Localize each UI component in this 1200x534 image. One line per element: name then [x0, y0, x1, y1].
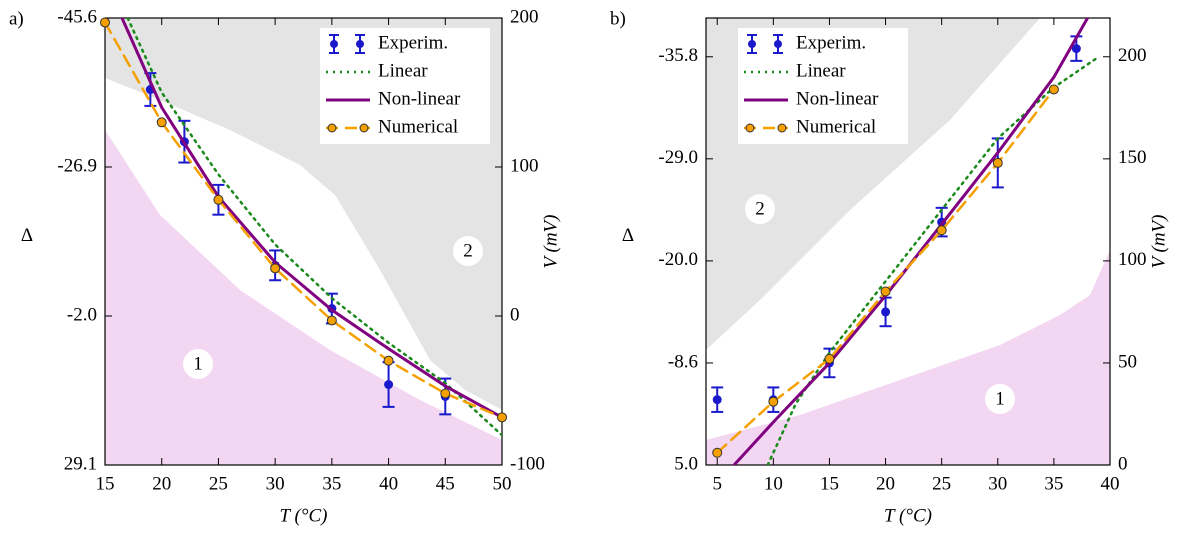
region-label: 2 [755, 198, 765, 219]
y-tick-label: -35.8 [658, 45, 698, 66]
region-badge [183, 349, 213, 379]
numerical-point [270, 263, 281, 274]
y-tick-label: 5.0 [674, 453, 698, 474]
numerical-point [440, 388, 451, 399]
legend-label: Non-linear [378, 88, 461, 109]
experim-point [881, 307, 891, 317]
numerical-point [824, 353, 835, 364]
numerical-point [156, 117, 167, 128]
y-tick-label: 29.1 [64, 453, 97, 474]
y2-tick-label: 0 [510, 304, 520, 325]
experim-point [712, 395, 722, 405]
x-tick-label: 40 [379, 473, 398, 494]
x-tick-label: 25 [209, 473, 228, 494]
region-badge [985, 384, 1015, 414]
y2-tick-label: 0 [1118, 453, 1128, 474]
legend-label: Numerical [796, 116, 876, 137]
x-tick-label: 35 [322, 473, 341, 494]
x-tick-label: 15 [96, 473, 115, 494]
y-tick-label: -26.9 [57, 155, 97, 176]
numerical-point [992, 157, 1003, 168]
x-tick-label: 25 [932, 473, 951, 494]
x-tick-label: 45 [436, 473, 455, 494]
x-tick-label: 40 [1101, 473, 1120, 494]
numerical-point [880, 286, 891, 297]
y2-tick-label: 200 [1118, 45, 1147, 66]
legend-label: Numerical [378, 116, 458, 137]
x-axis-label: T (°C) [884, 505, 932, 526]
x-tick-label: 20 [876, 473, 895, 494]
y2-axis-label: V (mV) [1148, 215, 1169, 269]
region-badge [745, 194, 775, 224]
x-tick-label: 10 [764, 473, 783, 494]
y-tick-label: -20.0 [658, 249, 698, 270]
legend-glyph [359, 123, 369, 133]
plot-frame [104, 17, 503, 466]
series-line [766, 55, 1101, 465]
region-1 [105, 130, 502, 465]
x-tick-label: 20 [152, 473, 171, 494]
y2-tick-label: 150 [1118, 147, 1147, 168]
y-axis-label: Δ [21, 225, 33, 246]
y-tick-label: -45.6 [57, 6, 97, 27]
region-label: 2 [463, 240, 473, 261]
y-tick-label: -8.6 [668, 351, 698, 372]
numerical-point [1048, 84, 1059, 95]
series-line [126, 18, 502, 437]
legend-label: Experim. [796, 32, 866, 53]
x-tick-label: 30 [266, 473, 285, 494]
legend-glyph [745, 123, 755, 133]
series-line [105, 21, 502, 419]
numerical-point [712, 447, 723, 458]
numerical-point [326, 315, 337, 326]
legend-glyph [774, 40, 782, 48]
legend-label: Non-linear [796, 88, 879, 109]
y2-tick-label: 50 [1118, 351, 1137, 372]
numerical-point [100, 17, 110, 28]
y2-tick-label: 100 [510, 155, 539, 176]
region-badge [453, 236, 483, 266]
x-tick-label: 30 [988, 473, 1007, 494]
experim-point [384, 380, 394, 390]
numerical-point [768, 396, 779, 407]
region-label: 1 [995, 388, 1005, 409]
x-tick-label: 5 [712, 473, 722, 494]
legend-box [738, 28, 908, 144]
region-label: 1 [193, 353, 203, 374]
x-tick-label: 50 [493, 473, 512, 494]
legend-label: Linear [796, 60, 846, 81]
panel-label: a) [9, 8, 24, 29]
x-axis-label: T (°C) [280, 505, 328, 526]
x-tick-label: 15 [820, 473, 839, 494]
legend-glyph [327, 123, 337, 133]
region-1 [706, 250, 1110, 465]
y2-axis-label: V (mV) [540, 215, 561, 269]
y2-tick-label: 200 [510, 6, 539, 27]
plot-frame [705, 17, 1111, 466]
numerical-point [936, 225, 947, 236]
panel-label: b) [610, 8, 626, 29]
legend-glyph [356, 40, 364, 48]
series-line [120, 18, 502, 419]
legend-glyph [777, 123, 787, 133]
y2-tick-label: -100 [510, 453, 545, 474]
legend-box [320, 28, 490, 144]
numerical-point [497, 412, 507, 423]
y-tick-label: -29.0 [658, 147, 698, 168]
legend-label: Experim. [378, 32, 448, 53]
y2-tick-label: 100 [1118, 249, 1147, 270]
legend-glyph [748, 40, 756, 48]
legend-glyph [330, 40, 338, 48]
y-tick-label: -2.0 [67, 304, 97, 325]
numerical-point [213, 194, 224, 205]
numerical-point [383, 355, 394, 366]
x-tick-label: 35 [1044, 473, 1063, 494]
y-axis-label: Δ [622, 225, 634, 246]
experim-point [1071, 44, 1081, 54]
legend-label: Linear [378, 60, 428, 81]
